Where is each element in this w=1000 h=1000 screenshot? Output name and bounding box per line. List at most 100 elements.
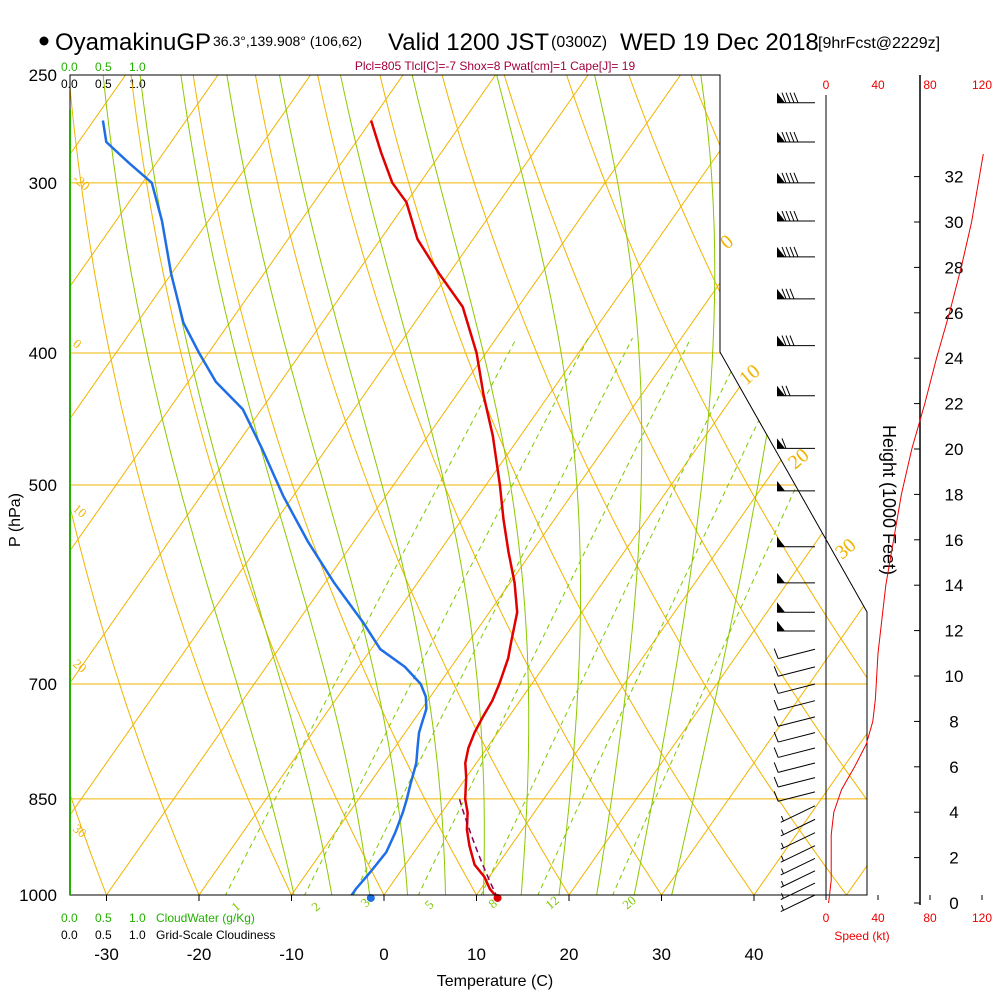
wind-barb bbox=[780, 857, 816, 876]
wind-barb bbox=[777, 385, 815, 397]
dry-adiabat-line bbox=[250, 75, 581, 895]
temperature-tick-label: 20 bbox=[560, 945, 579, 964]
wind-barb-feather bbox=[781, 438, 787, 449]
temperature-axis: -30 -20 -10 0 10 20 30 40 bbox=[94, 895, 763, 964]
wind-barb bbox=[773, 666, 816, 677]
height-tick-label: 30 bbox=[945, 213, 964, 232]
height-tick-label: 28 bbox=[945, 258, 964, 277]
wind-barb-feather bbox=[785, 385, 791, 396]
pressure-tick-label: 700 bbox=[29, 675, 57, 694]
wind-barb-feather bbox=[781, 246, 787, 258]
moist-adiabat-line bbox=[136, 75, 336, 895]
wind-barb-shaft bbox=[778, 747, 816, 758]
isotherm-line bbox=[70, 75, 236, 895]
wind-barb-feather bbox=[781, 210, 787, 222]
wind-barb-feather bbox=[773, 776, 779, 788]
speed-tick-label-top: 120 bbox=[972, 78, 992, 92]
cloudiness-tick: 1.0 bbox=[129, 928, 146, 942]
height-tick-label: 20 bbox=[945, 440, 964, 459]
moist-adiabat-line bbox=[100, 75, 299, 895]
wind-barb-shaft bbox=[778, 666, 816, 677]
wind-barb-shaft bbox=[778, 683, 816, 694]
wind-barb-feather bbox=[785, 172, 791, 184]
wind-barb-shaft bbox=[778, 700, 816, 711]
wind-barb-pennant bbox=[777, 602, 785, 613]
valid-time: Valid 1200 JST bbox=[388, 29, 549, 56]
isotherm-line bbox=[186, 75, 791, 895]
wind-barb bbox=[773, 699, 816, 711]
wind-barb bbox=[780, 832, 816, 850]
wind-barbs bbox=[773, 92, 816, 912]
mixing-ratio-line bbox=[344, 337, 633, 895]
wind-barb-feather bbox=[789, 131, 795, 143]
isotherm-line bbox=[833, 75, 867, 895]
wind-barb-half-feather bbox=[781, 829, 784, 835]
height-tick-label: 4 bbox=[949, 803, 958, 822]
wind-barb-feather bbox=[789, 335, 795, 346]
wind-barb-pennant bbox=[777, 288, 785, 299]
temperature-axis-label: Temperature (C) bbox=[437, 973, 553, 990]
valid-date: WED 19 Dec 2018 bbox=[620, 29, 819, 56]
isotherm-line bbox=[70, 75, 421, 895]
surface-markers bbox=[366, 893, 502, 902]
height-axis-label: Height (1000 Feet) bbox=[879, 425, 899, 575]
wind-barb-half-feather bbox=[781, 868, 784, 874]
height-tick-label: 16 bbox=[945, 531, 964, 550]
wind-barb bbox=[780, 845, 816, 863]
wind-barb-feather bbox=[781, 335, 787, 346]
wind-barb-feather bbox=[773, 699, 779, 711]
wind-barb bbox=[777, 438, 815, 449]
wind-barb-feather bbox=[773, 731, 779, 743]
dry-adiabat-line bbox=[70, 75, 208, 895]
cloudwater-tick: 0.5 bbox=[95, 911, 112, 925]
cloudiness-tick: 0.5 bbox=[95, 77, 112, 91]
pressure-axis-label: P (hPa) bbox=[7, 493, 24, 547]
mixing-ratio-line bbox=[295, 337, 589, 895]
speed-profile-line bbox=[828, 153, 984, 904]
wind-barb bbox=[777, 246, 815, 258]
cloudwater-tick: 1.0 bbox=[129, 60, 146, 74]
wind-barb bbox=[777, 172, 815, 184]
wind-barb-shaft bbox=[780, 805, 816, 823]
wind-barb bbox=[777, 210, 815, 222]
height-tick-label: 12 bbox=[945, 622, 964, 641]
wind-barb-pennant bbox=[777, 92, 785, 103]
pressure-tick-label: 400 bbox=[29, 344, 57, 363]
wind-barb-feather bbox=[789, 210, 795, 222]
wind-barb bbox=[777, 602, 815, 613]
wind-barb-feather bbox=[773, 648, 779, 659]
wind-barb-shaft bbox=[778, 732, 816, 743]
wind-barb-feather bbox=[781, 131, 787, 143]
height-tick-label: 8 bbox=[949, 712, 958, 731]
dry-adiabat-line bbox=[127, 75, 394, 895]
speed-tick-label-bottom: 120 bbox=[972, 911, 992, 925]
wind-barb-shaft bbox=[780, 882, 816, 901]
wind-barb-feather bbox=[785, 131, 791, 143]
temperature-tick-label: 0 bbox=[379, 945, 388, 964]
station-coords: 36.3°,139.908° (106,62) bbox=[213, 33, 362, 49]
wind-barb-feather bbox=[789, 246, 795, 258]
wind-barb-feather bbox=[793, 210, 799, 222]
wind-barb-feather bbox=[785, 335, 791, 346]
isotherm-label: 30 bbox=[70, 821, 90, 841]
height-tick-label: 24 bbox=[945, 349, 964, 368]
wind-barb-shaft bbox=[778, 762, 816, 773]
wind-barb bbox=[777, 335, 815, 347]
dry-adiabat-line bbox=[496, 75, 867, 895]
dewpoint-line bbox=[101, 120, 428, 895]
wind-barb bbox=[773, 716, 816, 727]
isotherm-line bbox=[371, 75, 867, 895]
wind-barb-shaft bbox=[780, 870, 816, 888]
sounding-profiles bbox=[101, 120, 519, 895]
top-cloudwater-ticks: 0.0 0.5 1.0 bbox=[61, 60, 146, 74]
cloudwater-tick: 1.0 bbox=[129, 911, 146, 925]
wind-barb bbox=[777, 92, 815, 104]
dry-adiabat-line bbox=[435, 75, 861, 895]
moist-adiabat-line bbox=[630, 75, 716, 895]
wind-barb-feather bbox=[793, 131, 799, 143]
wind-barb bbox=[777, 536, 815, 548]
wind-barb-pennant bbox=[777, 480, 785, 491]
wind-barb bbox=[780, 805, 816, 823]
